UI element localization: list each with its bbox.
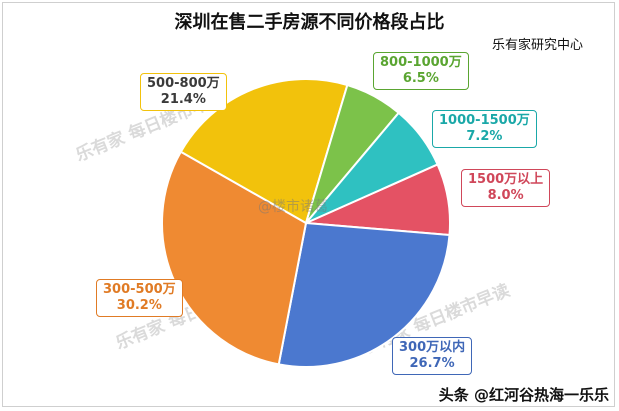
label-value: 7.2% (466, 129, 503, 144)
label-300-500: 300-500万 30.2% (96, 279, 183, 317)
chart-source: 乐有家研究中心 (491, 38, 583, 53)
slice-1000-1500 (305, 111, 439, 224)
label-value: 26.7% (409, 356, 455, 371)
label-0-300: 300万以内 26.7% (392, 337, 473, 375)
slice-500-800 (179, 78, 349, 225)
label-name: 1500万以上 (468, 172, 544, 187)
label-1500-above: 1500万以上 8.0% (461, 169, 551, 207)
watermark-center: @楼市诸葛 (258, 199, 328, 215)
chart-title: 深圳在售二手房源不同价格段占比 (174, 12, 445, 33)
label-value: 6.5% (402, 71, 439, 86)
label-800-1000: 800-1000万 6.5% (373, 52, 469, 90)
label-500-800: 500-800万 21.4% (140, 73, 227, 111)
label-1000-1500: 1000-1500万 7.2% (432, 110, 537, 148)
label-name: 300万以内 (399, 340, 466, 355)
label-value: 30.2% (116, 298, 162, 313)
label-name: 500-800万 (147, 76, 220, 91)
label-value: 8.0% (487, 188, 524, 203)
footer-watermark: 头条 @红河谷热海一乐乐 (438, 386, 609, 404)
label-value: 21.4% (160, 92, 206, 107)
label-name: 1000-1500万 (439, 113, 530, 128)
chart-frame (2, 2, 615, 407)
label-name: 800-1000万 (380, 55, 462, 70)
label-name: 300-500万 (103, 282, 176, 297)
